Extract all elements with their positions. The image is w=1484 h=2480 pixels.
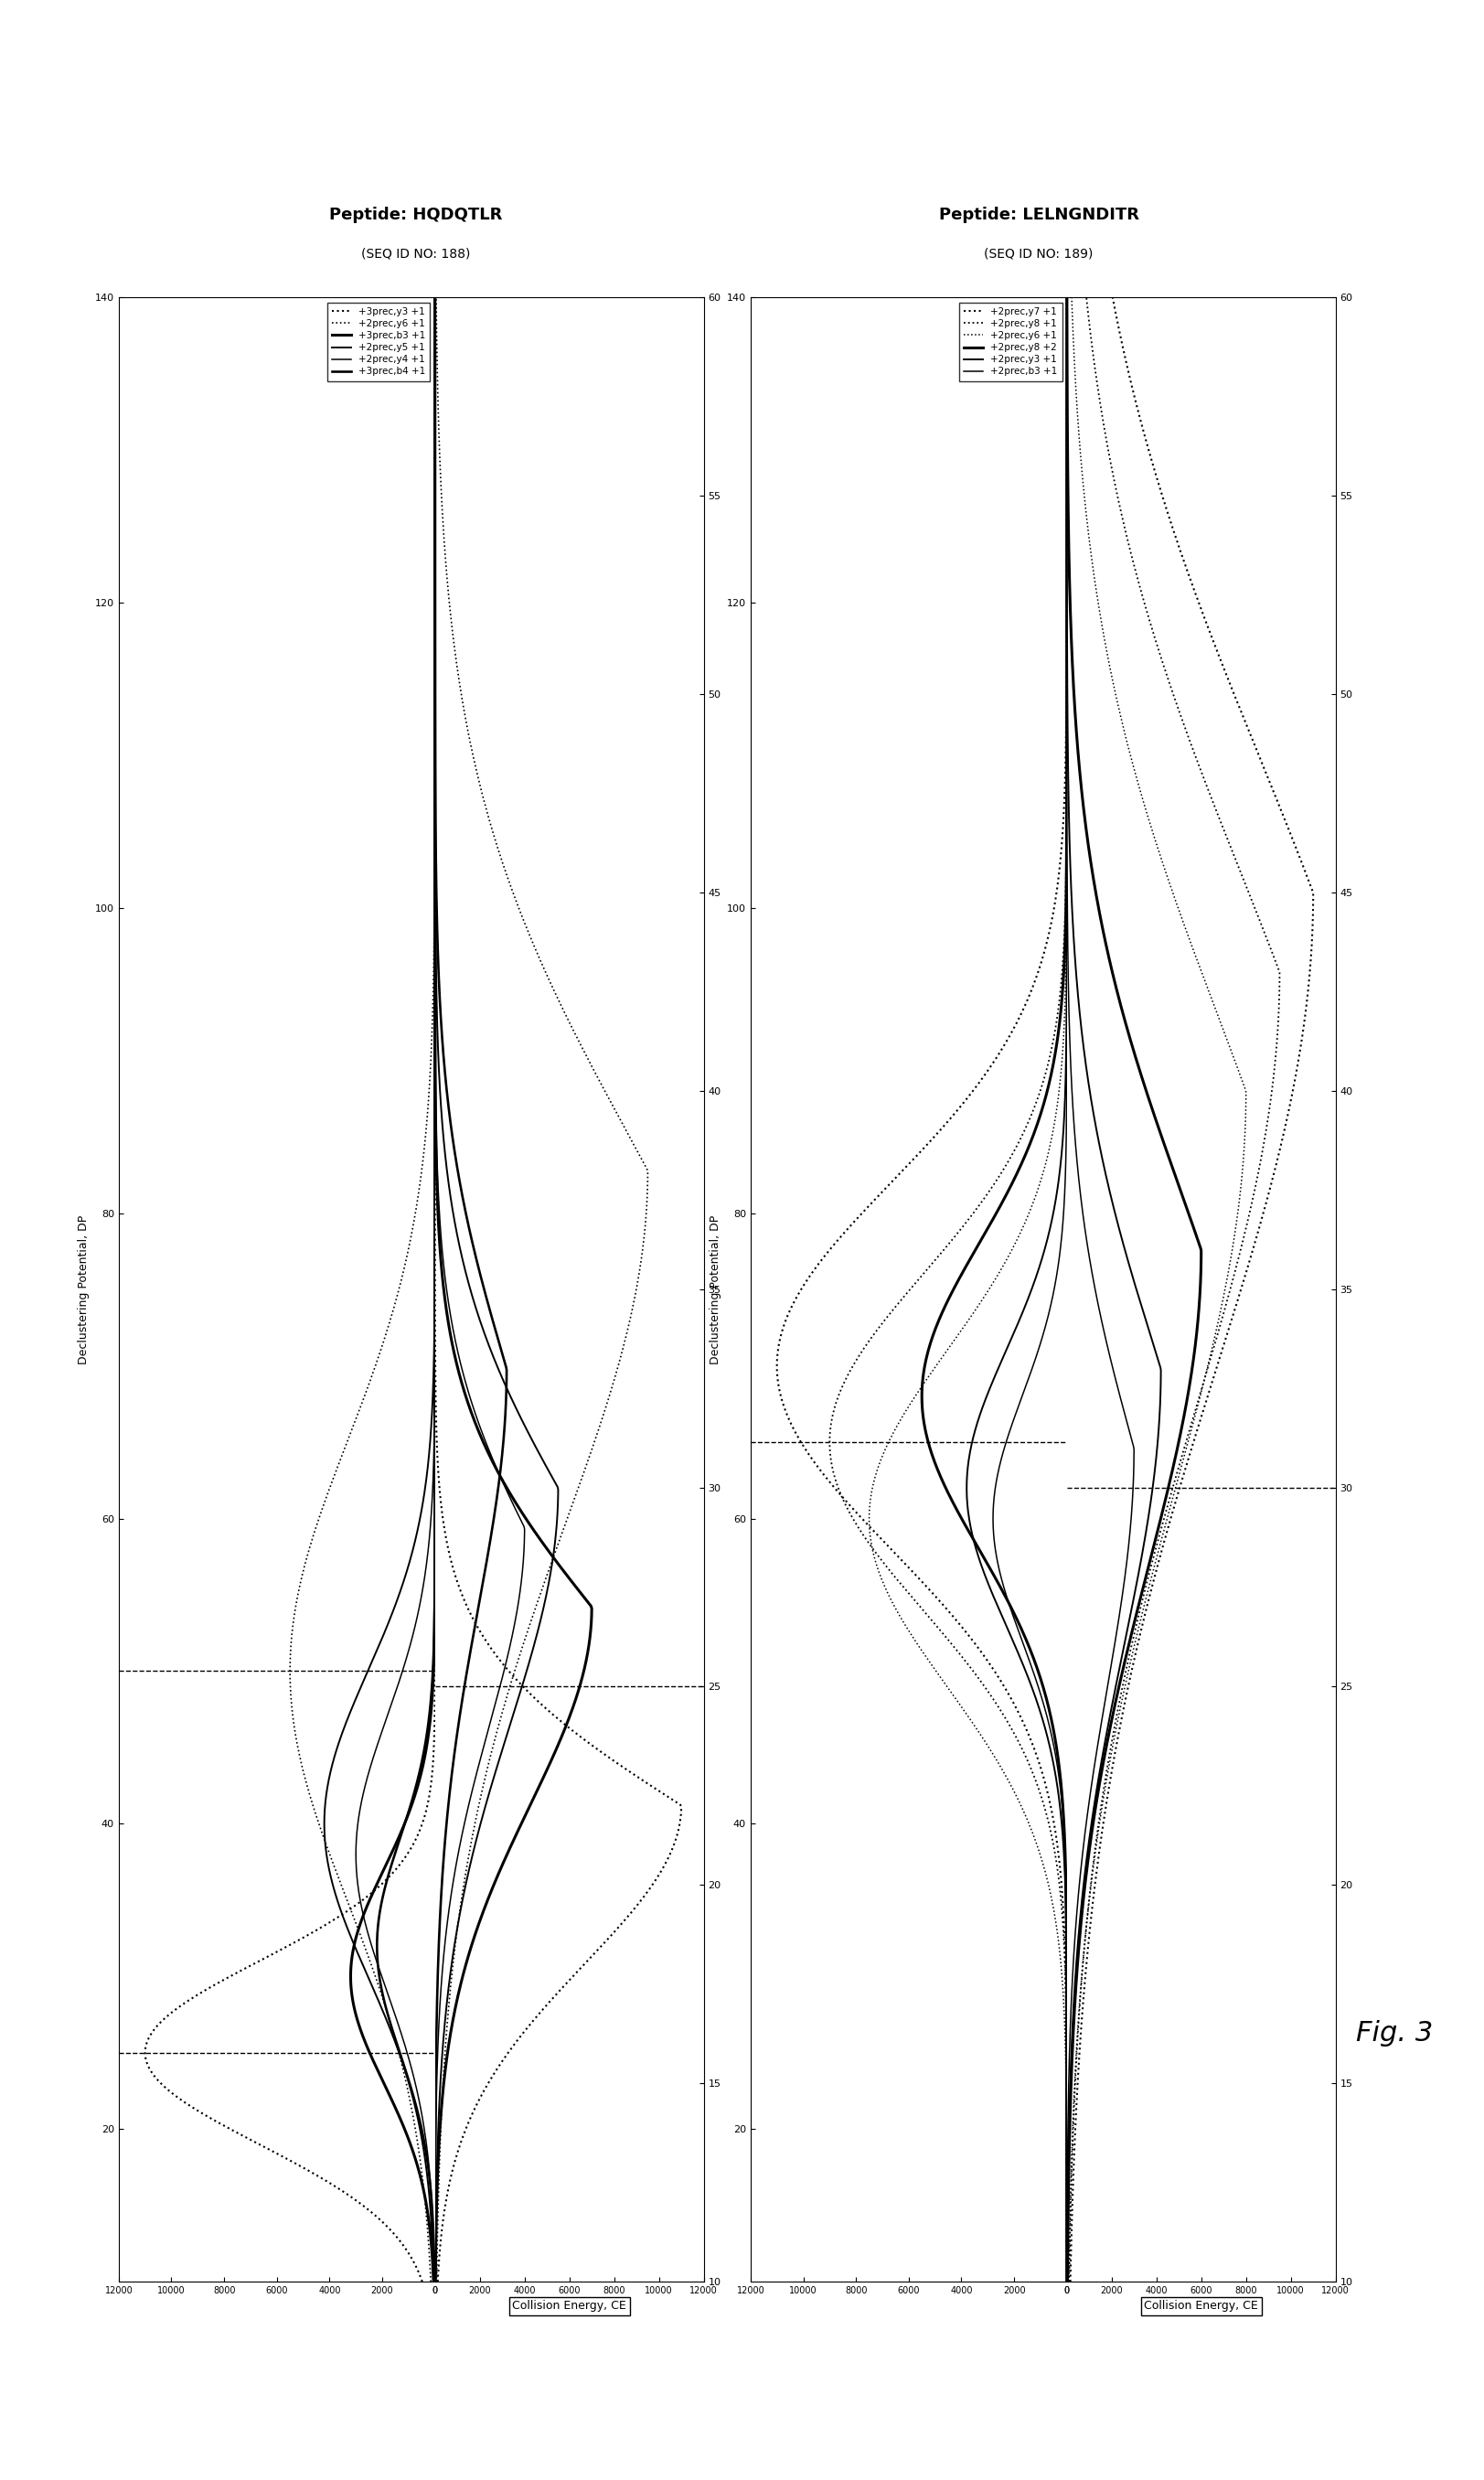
Text: Fig. 3: Fig. 3 bbox=[1356, 2021, 1434, 2046]
Legend: +3prec,y3 +1, +2prec,y6 +1, +3prec,b3 +1, +2prec,y5 +1, +2prec,y4 +1, +3prec,b4 : +3prec,y3 +1, +2prec,y6 +1, +3prec,b3 +1… bbox=[326, 303, 430, 382]
Y-axis label: Declustering Potential, DP: Declustering Potential, DP bbox=[79, 1215, 91, 1364]
Y-axis label: Declustering Potential, DP: Declustering Potential, DP bbox=[709, 1215, 721, 1364]
X-axis label: Collision Energy, CE: Collision Energy, CE bbox=[1144, 2301, 1258, 2311]
X-axis label: Collision Energy, CE: Collision Energy, CE bbox=[512, 2301, 626, 2311]
Text: Peptide: LELNGNDITR: Peptide: LELNGNDITR bbox=[939, 206, 1138, 223]
Text: (SEQ ID NO: 188): (SEQ ID NO: 188) bbox=[361, 248, 470, 260]
Legend: +2prec,y7 +1, +2prec,y8 +1, +2prec,y6 +1, +2prec,y8 +2, +2prec,y3 +1, +2prec,b3 : +2prec,y7 +1, +2prec,y8 +1, +2prec,y6 +1… bbox=[959, 303, 1063, 382]
Text: Peptide: HQDQTLR: Peptide: HQDQTLR bbox=[329, 206, 502, 223]
Text: (SEQ ID NO: 189): (SEQ ID NO: 189) bbox=[984, 248, 1094, 260]
